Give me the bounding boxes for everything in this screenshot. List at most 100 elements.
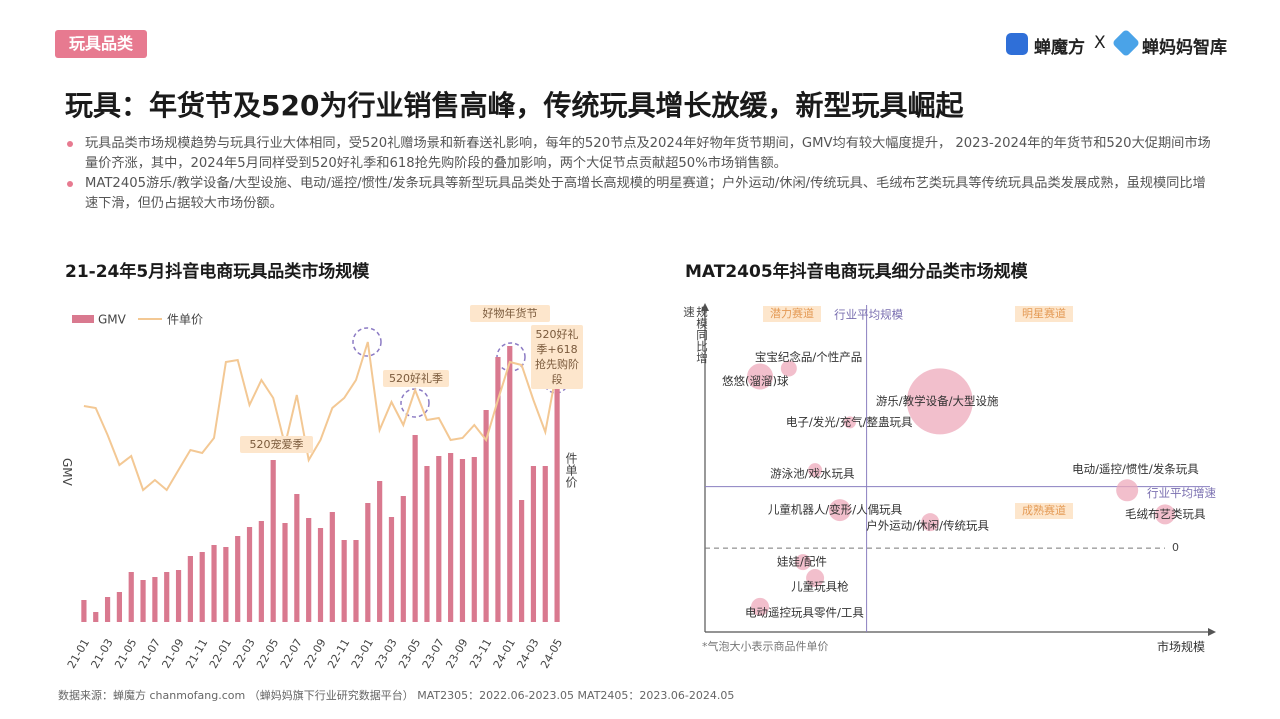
reference-label: 行业平均增速 xyxy=(1147,486,1216,500)
x-tick-label: 23-09 xyxy=(443,637,470,671)
bar xyxy=(507,346,513,622)
highlight-circle xyxy=(352,327,382,357)
x-tick-label: 24-03 xyxy=(514,637,541,671)
quadrant-label: 潜力赛道 xyxy=(763,306,821,322)
x-tick-label: 21-05 xyxy=(112,637,139,671)
bar xyxy=(246,527,253,622)
bubble-label: 儿童玩具枪 xyxy=(791,580,849,594)
x-tick-label: 22-09 xyxy=(301,637,328,671)
x-tick-label: 22-07 xyxy=(278,637,305,671)
bar xyxy=(412,435,418,622)
x-tick-label: 23-11 xyxy=(467,637,494,671)
bar xyxy=(353,540,359,622)
bar xyxy=(365,503,371,622)
chart-title: 21-24年5月抖音电商玩具品类市场规模 xyxy=(65,262,370,282)
legend-label: GMV xyxy=(98,313,127,327)
bar xyxy=(187,556,193,622)
reference-label: 行业平均规模 xyxy=(834,308,903,322)
bar xyxy=(459,459,466,622)
x-tick-label: 21-07 xyxy=(136,637,163,671)
logo-icon xyxy=(1006,33,1028,55)
bubble-label: 游泳池/戏水玩具 xyxy=(770,467,855,481)
bubble xyxy=(906,368,973,435)
legend-swatch xyxy=(72,315,94,323)
bubble xyxy=(747,363,774,390)
y-axis-arrow xyxy=(701,303,709,311)
bubble xyxy=(1116,479,1139,502)
bar xyxy=(424,466,430,622)
price-line xyxy=(83,341,559,492)
bar xyxy=(152,577,158,622)
x-tick-label: 22-05 xyxy=(254,637,281,671)
chart-note: *气泡大小表示商品件单价 xyxy=(702,640,829,653)
bubble xyxy=(808,463,823,478)
bubble-label: 儿童机器人/变形/人偶玩具 xyxy=(768,503,903,517)
quadrant-label: 明星赛道 xyxy=(1015,306,1073,322)
logo-text: 蝉妈妈智库 xyxy=(1142,38,1227,58)
x-tick-label: 22-03 xyxy=(230,637,257,671)
scatter-axes xyxy=(701,303,1216,636)
bar xyxy=(258,521,264,622)
bullet: MAT2405游乐/教学设备/大型设施、电动/遥控/惯性/发条玩具等新型玩具品类… xyxy=(65,174,1215,214)
bar xyxy=(388,517,395,622)
logo-icons xyxy=(1006,30,1139,56)
x-tick-label: 21-01 xyxy=(65,637,92,671)
bar xyxy=(164,572,170,622)
bullet: 玩具品类市场规模趋势与玩具行业大体相同，受520礼赠场景和新春送礼影响，每年的5… xyxy=(65,134,1215,174)
bubble-label: 娃娃/配件 xyxy=(777,555,827,569)
bar xyxy=(341,540,347,622)
bar xyxy=(329,512,335,622)
x-tick-label: 22-11 xyxy=(325,637,352,671)
bubble-label: 电子/发光/充气/整蛊玩具 xyxy=(786,415,913,429)
bubble-label: 电动遥控玩具零件/工具 xyxy=(745,605,864,619)
x-tick-label: 24-05 xyxy=(538,637,565,671)
bubble-label: 宝宝纪念品/个性产品 xyxy=(755,350,862,364)
x-tick-label: 23-01 xyxy=(349,637,376,671)
x-tick-label: 21-03 xyxy=(89,637,116,671)
bar xyxy=(81,600,87,622)
bar xyxy=(294,494,300,622)
bar xyxy=(554,375,560,622)
bubble xyxy=(1155,504,1176,525)
legend-label: 件单价 xyxy=(167,313,203,327)
bubble-label: 游乐/教学设备/大型设施 xyxy=(876,394,999,408)
bar xyxy=(448,453,454,622)
x-tick-label: 21-09 xyxy=(160,637,187,671)
x-tick-label: 24-01 xyxy=(491,637,518,671)
bar xyxy=(483,410,489,622)
bubble xyxy=(751,597,770,616)
bar xyxy=(530,466,537,622)
x-tick-label: 23-05 xyxy=(396,637,423,671)
bar xyxy=(175,570,182,622)
y-axis-label: GMV xyxy=(60,458,74,486)
bar xyxy=(306,518,312,622)
x-tick-label: 22-01 xyxy=(207,637,234,671)
logo-separator: X xyxy=(1094,33,1106,53)
logo-text: 蝉魔方 xyxy=(1034,38,1085,58)
bar xyxy=(93,612,99,622)
bar xyxy=(317,528,324,622)
y-tick-label: 0 xyxy=(1172,541,1179,554)
source-note: 数据来源：蝉魔方 chanmofang.com （蝉妈妈旗下行业研究数据平台） … xyxy=(58,689,735,702)
x-tick-label: 23-07 xyxy=(420,637,447,671)
bubble-label: 电动/遥控/惯性/发条玩具 xyxy=(1072,462,1199,476)
bar xyxy=(199,552,205,622)
bar xyxy=(400,496,406,622)
annotation: 520好礼季 xyxy=(383,370,449,387)
bar xyxy=(128,572,134,622)
bar xyxy=(282,523,288,622)
bubble xyxy=(921,513,940,532)
bar xyxy=(270,460,276,622)
bubble-label: 毛绒布艺类玩具 xyxy=(1125,507,1206,521)
bubble xyxy=(843,416,856,429)
x-tick-label: 23-03 xyxy=(372,637,399,671)
quadrant-label: 成熟赛道 xyxy=(1015,503,1073,519)
bubble xyxy=(806,569,825,588)
bar xyxy=(436,456,442,622)
x-axis-arrow xyxy=(1208,628,1216,636)
bubble xyxy=(780,360,797,377)
y-axis-label: 规模同比增速 xyxy=(682,306,709,364)
bar xyxy=(140,580,146,622)
